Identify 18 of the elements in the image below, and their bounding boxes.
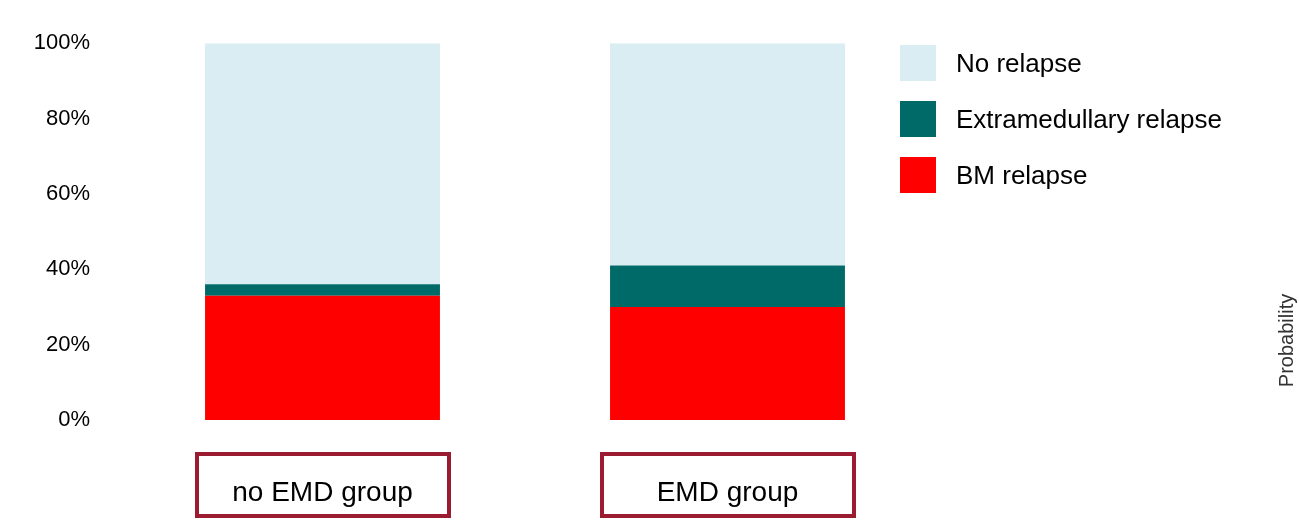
- legend-label: BM relapse: [956, 159, 1088, 191]
- bar: [610, 306, 845, 420]
- x-tick-label: EMD group: [656, 475, 799, 507]
- y-tick-label: 40%: [45, 255, 90, 281]
- y-tick-label: 0%: [58, 406, 90, 432]
- bar: [610, 265, 845, 307]
- bar: [610, 43, 845, 266]
- text: Probability: [1274, 293, 1298, 387]
- legend-label: Extramedullary relapse: [956, 103, 1222, 135]
- bar: [205, 284, 440, 296]
- y-tick-label: 20%: [45, 330, 90, 356]
- y-tick-label: 60%: [45, 179, 90, 205]
- y-tick-label: 80%: [45, 104, 90, 130]
- x-tick-label: no EMD group: [232, 475, 413, 507]
- bar: [205, 43, 440, 285]
- bar: [205, 295, 440, 420]
- legend-label: No relapse: [956, 47, 1082, 79]
- y-tick-label: 100%: [33, 29, 90, 55]
